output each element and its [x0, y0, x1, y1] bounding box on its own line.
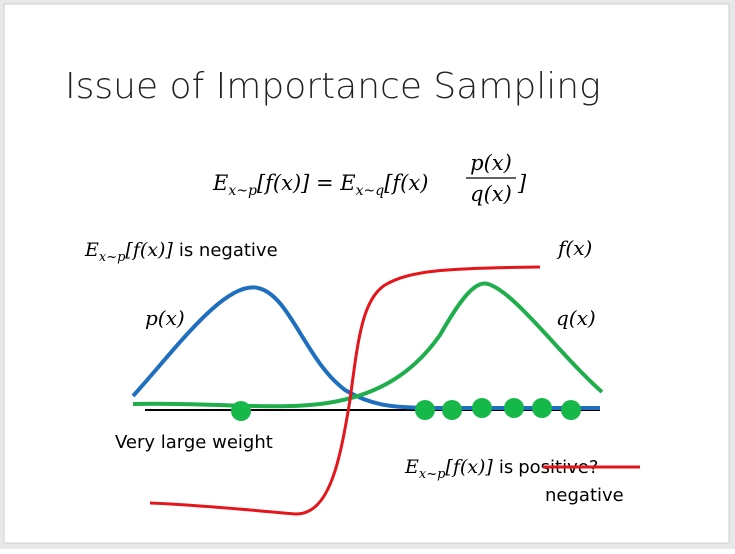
sample-dot [472, 398, 492, 418]
p-curve [131, 285, 600, 410]
label-part: E [84, 239, 99, 261]
weight-label: Very large weight [115, 432, 273, 453]
equation: Ex~p[f(x)] = Ex~q[f(x) [212, 171, 428, 199]
q-label: q(x) [556, 306, 596, 330]
sample-dot [415, 400, 435, 420]
f-label: f(x) [556, 236, 592, 260]
eq-close: ] [517, 171, 527, 195]
label-part: is negative [179, 240, 278, 261]
sample-dot [442, 400, 462, 420]
sample-dot [504, 398, 524, 418]
sample-dot [231, 401, 251, 421]
q-curve [132, 281, 604, 409]
eq-part: E [212, 171, 228, 195]
label-sub: x~p [419, 467, 446, 482]
eq-denominator: q(x) [470, 182, 512, 206]
sample-dot [532, 398, 552, 418]
f-curve [149, 265, 541, 516]
label-part: is [499, 457, 513, 478]
correction: negative [545, 485, 624, 506]
samples [231, 398, 581, 421]
label-part: [f(x)] [445, 456, 493, 478]
label-part: [f(x)] [125, 239, 173, 261]
eq-part: [f(x) [384, 171, 428, 195]
eq-part: [f(x)] = E [257, 171, 356, 195]
eq-sub: x~q [356, 183, 385, 199]
eq-sub: x~p [228, 183, 257, 199]
bottom-label: Ex~p[f(x)] is positive? [404, 456, 598, 482]
slide-title: Issue of Importance Sampling [65, 66, 601, 107]
eq-numerator: p(x) [470, 151, 512, 175]
label-sub: x~p [99, 250, 126, 265]
sample-dot [561, 400, 581, 420]
p-label: p(x) [145, 306, 185, 330]
top-label: Ex~p[f(x)] is negative [84, 239, 278, 265]
slide-page [3, 3, 730, 544]
label-part: E [404, 456, 419, 478]
